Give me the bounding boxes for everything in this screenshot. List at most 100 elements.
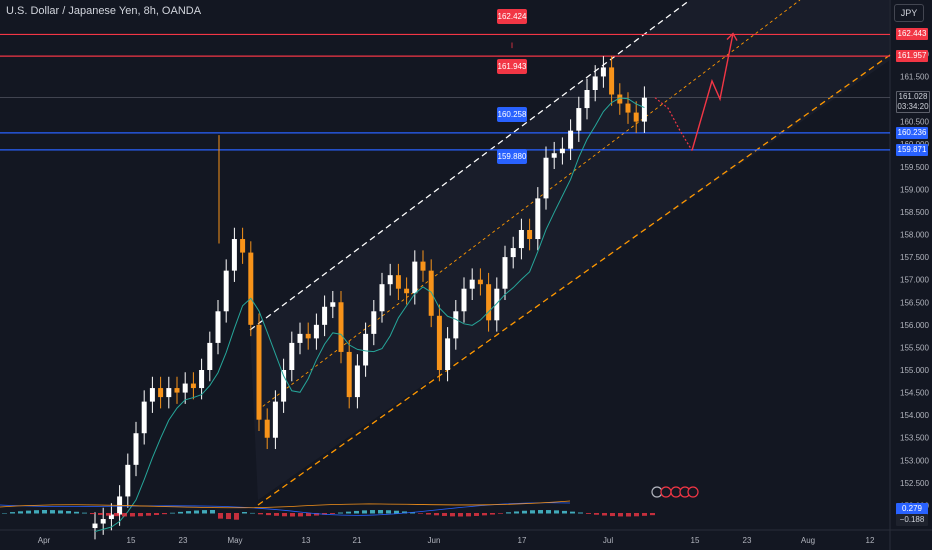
- oscillator-bar: [354, 510, 359, 514]
- candle: [625, 103, 631, 113]
- candle: [518, 230, 524, 249]
- oscillator-bar: [314, 513, 319, 516]
- candle: [100, 519, 106, 524]
- oscillator-bar: [234, 513, 239, 520]
- level-tag: 162.424: [497, 9, 527, 24]
- oscillator-bar: [330, 513, 335, 514]
- candle: [592, 76, 598, 90]
- y-tick-label: 160.500: [900, 118, 929, 127]
- oscillator-line-b: [0, 500, 571, 509]
- candle: [576, 108, 582, 131]
- candle: [92, 523, 98, 529]
- event-marker-icon: [687, 486, 699, 498]
- oscillator-bar: [490, 513, 495, 515]
- candle: [231, 239, 237, 271]
- oscillator-bar: [482, 513, 487, 516]
- candle: [330, 302, 336, 307]
- oscillator-bar: [298, 513, 303, 517]
- oscillator-bar: [522, 510, 527, 514]
- oscillator-line-a: [0, 502, 571, 516]
- y-tick-label: 159.000: [900, 185, 929, 194]
- oscillator-bar: [626, 513, 631, 517]
- y-tick-label: 156.500: [900, 298, 929, 307]
- x-tick-label: 23: [743, 536, 752, 545]
- candle: [477, 279, 483, 285]
- axis-level-tag: 161.957: [896, 50, 928, 63]
- y-tick-label: 152.500: [900, 479, 929, 488]
- oscillator-bar: [266, 513, 271, 516]
- candle: [289, 342, 295, 370]
- y-tick-label: 153.500: [900, 434, 929, 443]
- oscillator-bar: [578, 512, 583, 514]
- oscillator-bar: [18, 511, 23, 514]
- oscillator-bar: [34, 510, 39, 514]
- oscillator-bar: [50, 510, 55, 514]
- candle: [338, 302, 344, 352]
- projection-path: [691, 33, 734, 151]
- oscillator-bar: [338, 512, 343, 514]
- oscillator-bar: [394, 510, 399, 514]
- x-tick-label: Apr: [38, 536, 51, 545]
- oscillator-bar: [66, 511, 71, 514]
- channel-fill: [250, 0, 890, 500]
- oscillator-bar: [250, 512, 255, 514]
- oscillator-bar: [210, 510, 215, 514]
- axis-level-tag: 159.871: [896, 143, 928, 156]
- x-tick-label: 17: [518, 536, 527, 545]
- oscillator-bar: [458, 513, 463, 517]
- oscillator-bar: [370, 510, 375, 514]
- moving-average-line: [94, 97, 645, 533]
- candle: [354, 365, 360, 398]
- oscillator-bar: [122, 513, 127, 517]
- x-tick-label: Jun: [428, 536, 441, 545]
- candle: [199, 370, 205, 389]
- axis-level-tag: 160.236: [896, 126, 928, 139]
- oscillator-bar: [306, 513, 311, 517]
- oscillator-bar: [562, 510, 567, 514]
- oscillator-bar: [514, 511, 519, 514]
- symbol-title: U.S. Dollar / Japanese Yen, 8h, OANDA: [6, 5, 202, 17]
- oscillator-bar: [186, 511, 191, 514]
- candle: [600, 67, 606, 77]
- oscillator-bar: [274, 513, 279, 516]
- x-tick-label: 15: [691, 536, 700, 545]
- candle: [190, 383, 196, 389]
- candle: [166, 388, 172, 398]
- y-tick-label: 154.500: [900, 389, 929, 398]
- channel-upper-line: [249, 0, 691, 331]
- bar-countdown: 03:34:20: [897, 101, 929, 111]
- oscillator-bar: [402, 511, 407, 514]
- oscillator-bar: [162, 513, 167, 515]
- currency-selector[interactable]: JPY: [894, 4, 924, 22]
- oscillator-value-a: 0.279: [896, 503, 928, 515]
- oscillator-bar: [570, 511, 575, 514]
- candle: [412, 261, 418, 294]
- projection-arrowhead: [726, 32, 738, 41]
- oscillator-bar: [418, 513, 423, 514]
- candle: [436, 315, 442, 370]
- candle: [469, 279, 475, 289]
- oscillator-bar: [442, 513, 447, 516]
- oscillator-bar: [546, 510, 551, 514]
- candle: [617, 94, 623, 104]
- event-marker-icon: [660, 486, 672, 498]
- oscillator-bar: [386, 510, 391, 514]
- oscillator-bar: [242, 512, 247, 514]
- candle: [313, 324, 319, 339]
- level-tag: 159.880: [497, 149, 527, 164]
- oscillator-bar: [106, 513, 111, 516]
- projection-dotted: [654, 97, 693, 151]
- oscillator-bar: [2, 513, 7, 514]
- oscillator-bar: [602, 513, 607, 516]
- channel-mid-line: [257, 0, 801, 411]
- candle: [248, 252, 254, 325]
- x-tick-label: Aug: [801, 536, 815, 545]
- level-tag: 161.943: [497, 59, 527, 74]
- candle: [535, 198, 541, 240]
- x-tick-label: 12: [866, 536, 875, 545]
- x-tick-label: May: [227, 536, 242, 545]
- candle: [256, 324, 262, 420]
- candle: [453, 311, 459, 339]
- oscillator-bar: [226, 513, 231, 520]
